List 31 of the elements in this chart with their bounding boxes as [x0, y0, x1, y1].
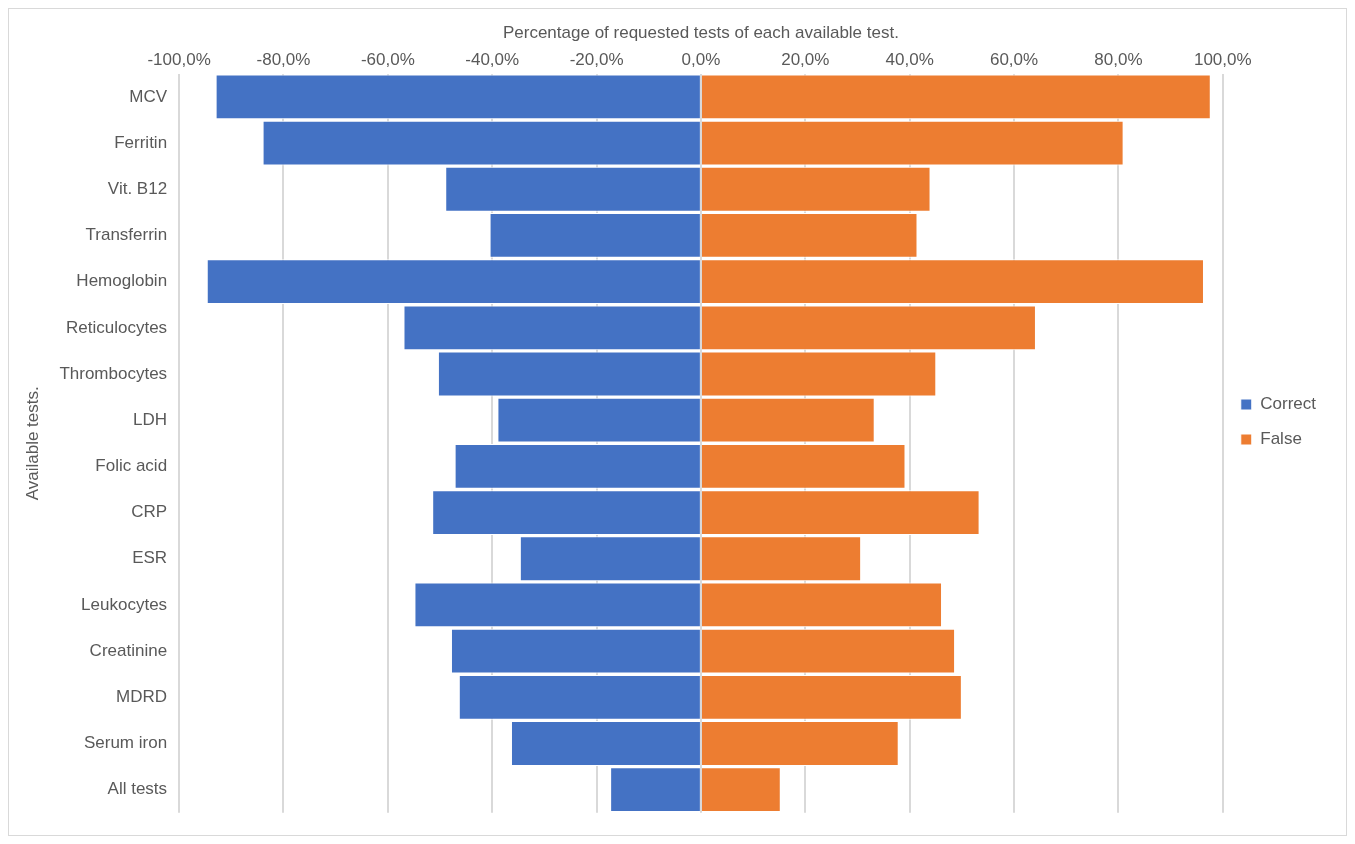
y-tick-label: Vit. B12: [107, 178, 168, 198]
y-tick-label: Hemoglobin: [76, 271, 168, 291]
y-tick-label: Transferrin: [85, 225, 168, 245]
y-tick-label: CRP: [131, 502, 168, 522]
y-tick-label: MCV: [129, 86, 168, 106]
y-tick-label: ESR: [132, 548, 168, 568]
x-tick-label: 60,0%: [989, 50, 1039, 70]
y-tick-label: Thrombocytes: [59, 363, 168, 383]
y-tick-label: All tests: [107, 779, 168, 799]
y-tick-label: Leukocytes: [81, 594, 168, 614]
x-tick-label: 40,0%: [885, 50, 934, 70]
x-tick-label: -100,0%: [147, 50, 211, 70]
y-tick-label: Folic acid: [95, 456, 168, 476]
x-tick-label: -80,0%: [256, 50, 311, 70]
x-tick-label: 20,0%: [781, 50, 830, 70]
x-tick-label: 100,0%: [1193, 50, 1252, 70]
y-tick-label: MDRD: [116, 687, 168, 707]
y-tick-label: LDH: [133, 409, 168, 429]
y-axis-title: Available tests.: [22, 386, 42, 501]
x-tick-label: -40,0%: [465, 50, 520, 70]
x-tick-label: 80,0%: [1094, 50, 1143, 70]
x-tick-label: 0,0%: [681, 50, 721, 70]
y-tick-label: Ferritin: [114, 132, 168, 152]
x-tick-label: -60,0%: [360, 50, 415, 70]
y-tick-label: Creatinine: [89, 640, 168, 660]
y-tick-label: Reticulocytes: [65, 317, 168, 337]
legend-label: False: [1260, 429, 1302, 449]
y-tick-label: Serum iron: [83, 733, 168, 753]
x-axis-title: Percentage of requested tests of each available test.: [502, 22, 899, 42]
legend-label: Correct: [1260, 394, 1317, 414]
x-tick-label: -20,0%: [569, 50, 624, 70]
